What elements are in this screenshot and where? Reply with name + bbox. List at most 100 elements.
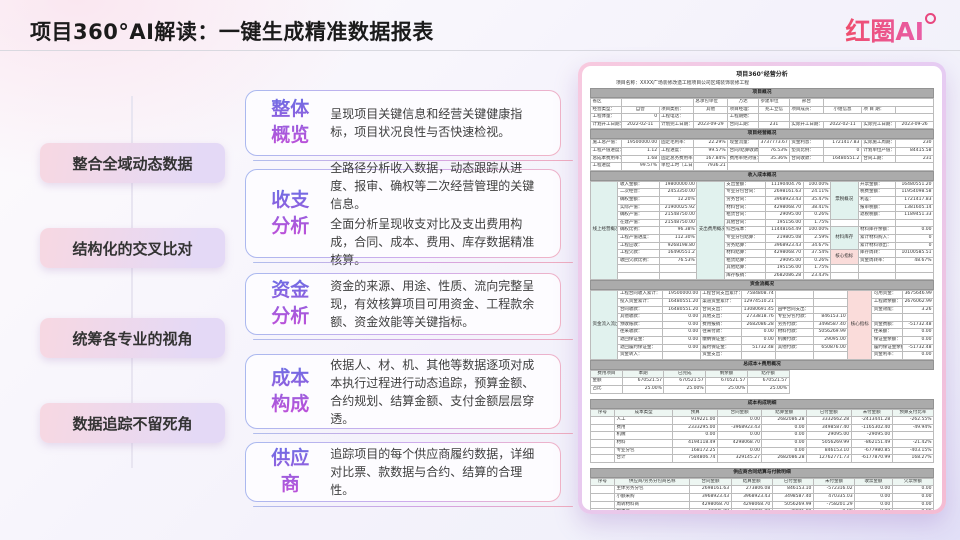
report-cell: 缴纳保证金： <box>699 336 742 345</box>
report-cell <box>812 298 849 307</box>
report-cell <box>830 218 859 228</box>
report-cell: 0.00 <box>902 328 934 338</box>
report-cell: 往来额： <box>871 328 904 338</box>
report-cell: 25.00% <box>663 385 707 394</box>
report-cell <box>775 351 814 360</box>
report-cell: 费用率绝对值： <box>727 154 760 164</box>
report-cell: 0.00 <box>891 485 935 494</box>
report-cell: 0.00 <box>854 500 893 510</box>
report-cell: -758201.29 <box>812 500 856 510</box>
report-cell: 合计 <box>613 454 674 463</box>
report-cell: 合同/结算收款率： <box>727 146 760 156</box>
report-cell: 2698161.63 <box>689 485 732 494</box>
report-cell <box>590 438 615 448</box>
report-cell <box>662 351 701 360</box>
report-cell: 实际产值： <box>617 203 660 213</box>
report-cell: 0.00 <box>854 485 893 494</box>
report-cell: 机械 <box>613 431 674 440</box>
report-cell <box>727 162 934 171</box>
report-cell: 3968923.43 <box>764 195 804 205</box>
report-cell: 预算支付比率 <box>891 408 935 418</box>
report-cell: 合同收款： <box>788 154 825 164</box>
logo-text: 红圈AI <box>845 17 924 46</box>
report-cell: 0.00 <box>761 438 808 448</box>
report-cell: 0.00 <box>854 492 893 502</box>
report-cell: 票税概况 <box>830 180 859 220</box>
report-cell: 费用项目 <box>590 369 623 379</box>
report-cell: 84415.58 <box>895 146 934 156</box>
report-cell: 22.29% <box>692 139 729 148</box>
report-cell: 报审税额： <box>857 203 897 213</box>
report-cell: 100.00% <box>802 226 832 235</box>
report-cell: 资金转入： <box>617 351 664 360</box>
report-title: 项目360°经营分析 <box>736 71 788 78</box>
report-cell: 3675646.99 <box>902 290 934 300</box>
report-cell: 0.00 <box>672 431 718 440</box>
report-cell: 结存额 <box>746 369 790 379</box>
report-cell: 5056269.99 <box>771 500 814 510</box>
report-cell: 供应商/劳务分包商名称 <box>613 477 691 487</box>
report-cell: 1381605.14 <box>895 203 934 213</box>
report-cell: 主体劳务分包 <box>613 485 691 494</box>
report-cell: 专业分包 <box>613 446 674 456</box>
report-cell: 履约保证金： <box>699 343 742 353</box>
report-cell: -21.42% <box>891 438 935 448</box>
report-cell: 资金利息： <box>788 139 825 148</box>
report-cell: 11448164.49 <box>764 226 804 235</box>
report-cell: 工程进度 <box>590 162 622 171</box>
report-cell: 费用 <box>613 423 674 433</box>
report-cell: 工程期始： <box>727 113 760 122</box>
report-cell: 经营类型： <box>590 105 622 115</box>
report-cell: 二次经营： <box>617 188 660 197</box>
report-cell: 670521.57 <box>705 377 748 386</box>
report-cell: 650876.00 <box>812 343 849 353</box>
report-cell: 11954098.58 <box>895 188 934 197</box>
section-bar: 收入成本概况 <box>590 170 934 181</box>
report-cell: 累计材料购入： <box>857 233 897 243</box>
report-cell: 参建单位 <box>758 98 790 107</box>
report-cell: 3968923.43 <box>764 241 804 251</box>
report-cell: 0.00 <box>902 351 934 360</box>
report-cell: 结算金额 <box>761 408 808 418</box>
report-cell: 其他支出： <box>699 313 742 322</box>
report-cell: 合同金额 <box>716 408 763 418</box>
report-cell: 34.67% <box>802 241 832 251</box>
report-cell: 万达 <box>727 98 760 107</box>
report-cell: 未付金额 <box>812 477 856 487</box>
report-cell: 21900025.92 <box>658 203 698 213</box>
report-table: 费用项目 本期 已完成 剩余额 结存额 金额 670521.57 670521.57 67052… <box>590 369 790 394</box>
section-bar: 资金流概况 <box>590 280 934 291</box>
report-cell: 25.00% <box>705 385 748 394</box>
report-cell: 工程合同支出累计： <box>699 290 742 300</box>
report-cell: 0.00 <box>761 446 808 456</box>
report-cell <box>857 218 897 228</box>
report-cell: 材料结算： <box>723 249 766 258</box>
report-cell <box>830 271 859 281</box>
report-cell: 0 <box>620 113 660 122</box>
report-cell: 确权金额： <box>617 195 660 205</box>
report-cell: -51732.48 <box>902 320 934 330</box>
report-cell: 资金费额： <box>871 320 904 330</box>
report-cell: 邢台 <box>788 98 825 107</box>
report-cell: 37.54% <box>802 249 832 258</box>
report-cell: 利差： <box>857 195 897 205</box>
report-cell: 4298068.70 <box>689 500 732 510</box>
report-table: 省区 总承包单位 万达 参建单位 邢台 经营类型： 自营 项目类别： 其他 项目经理： 兆工立信 项目… <box>590 98 935 130</box>
report-cell: 退回履约保证金： <box>617 343 664 353</box>
report-cell <box>812 290 849 300</box>
report-cell: 16480551.2 <box>823 154 862 164</box>
report-cell: 2022-02-11 <box>823 120 862 130</box>
report-cell: 23.43% <box>802 271 832 281</box>
report-cell: 租赁商 <box>613 508 691 510</box>
report-cell: 3332662.28 <box>806 416 852 425</box>
report-cell: 96.38% <box>658 226 698 235</box>
report-cell: 劳务合同： <box>723 195 766 205</box>
report-cell: 履约保证金余额： <box>871 343 904 353</box>
report-cell: 结算金额 <box>730 477 773 487</box>
report-cell: 5056269.99 <box>806 438 852 448</box>
report-cell: 19800000.00 <box>658 180 698 190</box>
report-cell: 工程款余额： <box>871 298 904 307</box>
report-cell: 16490551.2 <box>658 249 698 258</box>
report-cell <box>812 305 849 315</box>
report-cell: 7584808.74 <box>740 290 777 300</box>
